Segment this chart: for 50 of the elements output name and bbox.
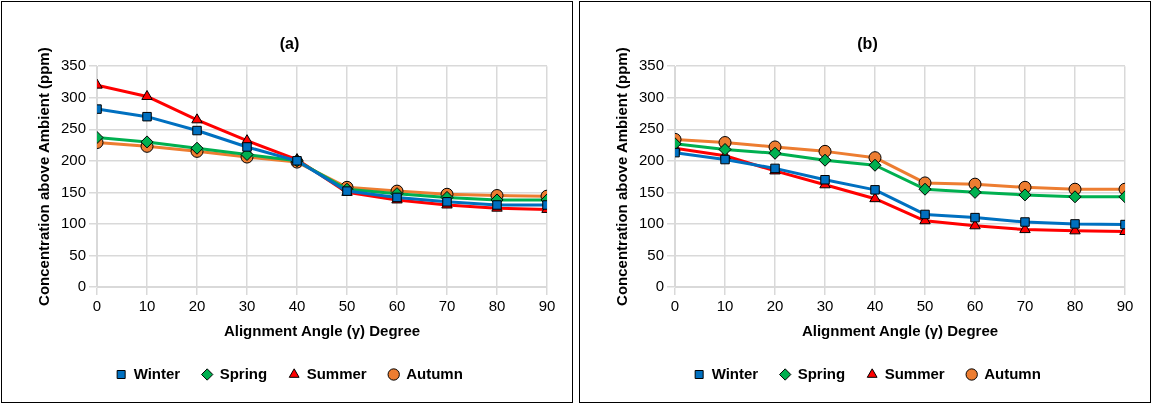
x-tick-label: 10 bbox=[138, 297, 156, 315]
x-tick-label: 50 bbox=[338, 297, 356, 315]
x-tick-label: 50 bbox=[916, 297, 934, 315]
y-tick-label: 350 bbox=[61, 56, 87, 74]
legend-label: Summer bbox=[884, 364, 945, 382]
legend-label: Autumn bbox=[984, 364, 1041, 382]
x-tick-label: 90 bbox=[1116, 297, 1134, 315]
legend-label: Winter bbox=[711, 364, 759, 382]
y-tick-label: 150 bbox=[61, 182, 87, 200]
y-tick-label: 0 bbox=[77, 277, 87, 295]
legend-label: Spring bbox=[219, 364, 268, 382]
x-axis-title: Alignment Angle (γ) Degree bbox=[223, 322, 421, 340]
chart-title: (b) bbox=[857, 35, 878, 53]
x-tick-label: 20 bbox=[188, 297, 206, 315]
x-tick-label: 20 bbox=[766, 297, 784, 315]
y-tick-label: 200 bbox=[61, 150, 87, 168]
y-tick-label: 250 bbox=[639, 119, 665, 137]
x-tick-label: 70 bbox=[438, 297, 456, 315]
legend-label: Autumn bbox=[406, 364, 463, 382]
x-tick-label: 80 bbox=[488, 297, 506, 315]
y-tick-label: 200 bbox=[639, 150, 665, 168]
x-tick-label: 80 bbox=[1066, 297, 1084, 315]
x-tick-label: 10 bbox=[716, 297, 734, 315]
y-tick-label: 100 bbox=[639, 214, 665, 232]
y-tick-label: 250 bbox=[61, 119, 87, 137]
x-tick-label: 0 bbox=[670, 297, 680, 315]
x-tick-label: 60 bbox=[388, 297, 406, 315]
y-axis-title: Concentration above Ambient (ppm) bbox=[613, 47, 631, 306]
y-tick-label: 350 bbox=[639, 56, 665, 74]
x-axis-title: Alignment Angle (γ) Degree bbox=[801, 322, 999, 340]
y-tick-label: 300 bbox=[639, 87, 665, 105]
y-tick-label: 0 bbox=[655, 277, 665, 295]
x-tick-label: 30 bbox=[816, 297, 834, 315]
y-tick-label: 300 bbox=[61, 87, 87, 105]
y-tick-label: 50 bbox=[69, 245, 87, 263]
y-axis-title: Concentration above Ambient (ppm) bbox=[35, 47, 53, 306]
x-tick-label: 90 bbox=[538, 297, 556, 315]
x-tick-label: 70 bbox=[1016, 297, 1034, 315]
legend-label: Summer bbox=[306, 364, 367, 382]
y-tick-label: 50 bbox=[647, 245, 665, 263]
x-tick-label: 30 bbox=[238, 297, 256, 315]
legend-label: Spring bbox=[797, 364, 846, 382]
y-tick-label: 150 bbox=[639, 182, 665, 200]
y-tick-label: 100 bbox=[61, 214, 87, 232]
x-tick-label: 60 bbox=[966, 297, 984, 315]
x-tick-label: 0 bbox=[92, 297, 102, 315]
x-tick-label: 40 bbox=[288, 297, 306, 315]
x-tick-label: 40 bbox=[866, 297, 884, 315]
legend-label: Winter bbox=[133, 364, 181, 382]
chart-title: (a) bbox=[279, 35, 300, 53]
